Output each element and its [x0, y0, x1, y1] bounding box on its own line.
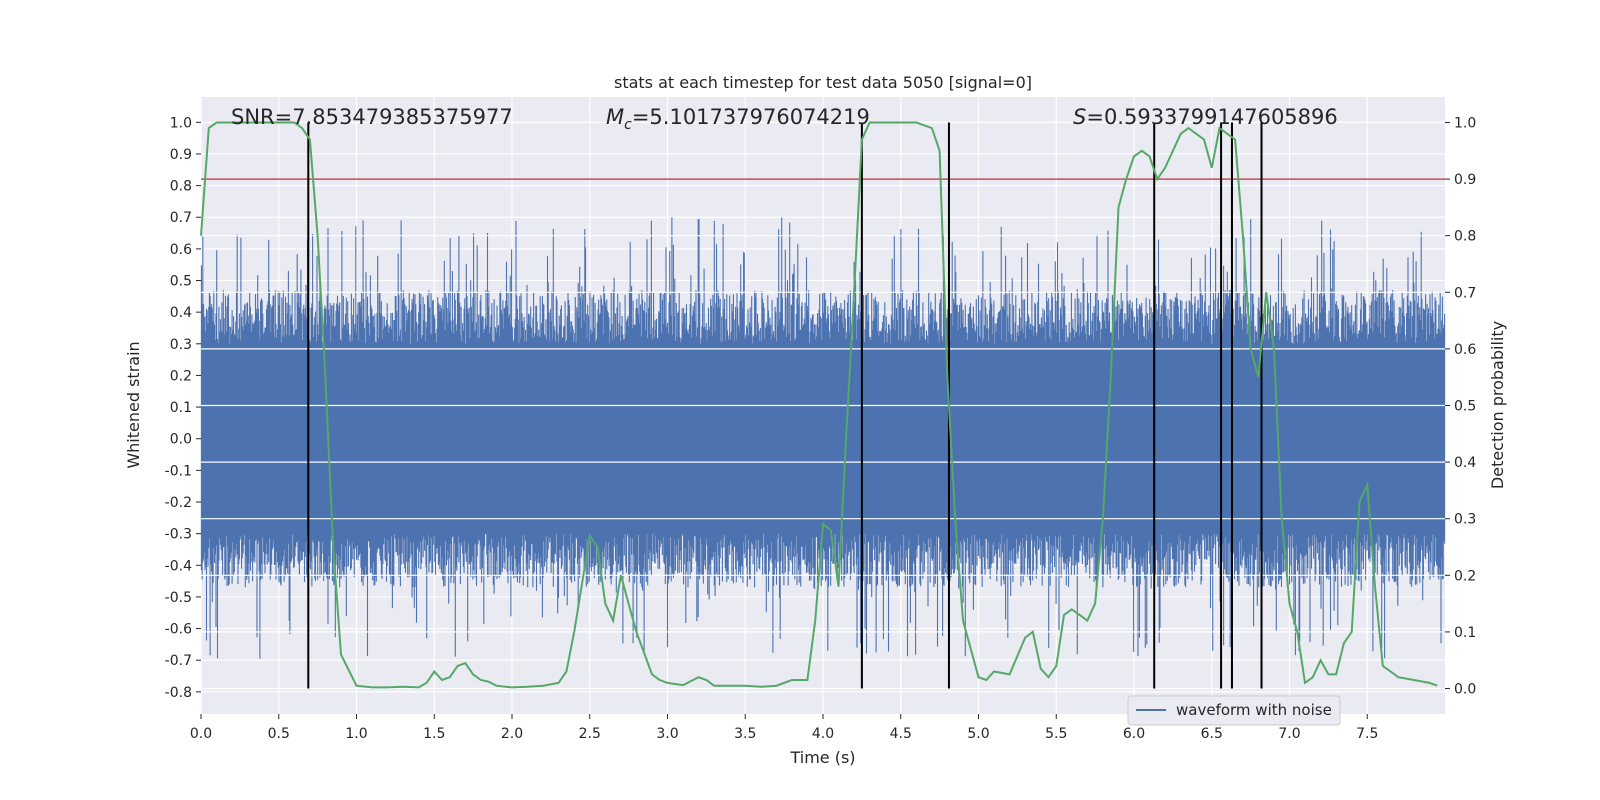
y-left-tick-label: 0.5: [170, 274, 192, 290]
y-right-tick-label: 0.8: [1454, 229, 1476, 245]
y-left-tick-label: -0.2: [165, 495, 192, 511]
x-tick-label: 4.0: [812, 726, 834, 742]
s-annotation: S=0.5933799147605896: [1073, 105, 1338, 129]
y-right-tick-label: 0.9: [1454, 172, 1476, 188]
chirp-mass-value: =5.101737976074219: [632, 105, 870, 129]
s-symbol: S: [1073, 105, 1086, 129]
right-axis-ticks: 0.0 0.1 0.2 0.3 0.4 0.5 0.6 0.7 0.8 0.9 1.0: [1445, 115, 1476, 698]
y-right-axis-label: Detection probability: [1488, 321, 1507, 489]
x-tick-label: 5.5: [1045, 726, 1067, 742]
y-left-tick-label: 0.7: [170, 210, 192, 226]
y-left-tick-label: -0.7: [165, 653, 192, 669]
x-tick-label: 4.5: [890, 726, 912, 742]
y-left-tick-label: -0.5: [165, 590, 192, 606]
y-left-axis-label: Whitened strain: [124, 341, 143, 468]
chirp-mass-symbol: M: [606, 105, 624, 129]
y-left-tick-label: 0.0: [170, 432, 192, 448]
left-axis-ticks: -0.8 -0.7 -0.6 -0.5 -0.4 -0.3 -0.2 -0.1 0.0 0.1 0.…: [165, 115, 201, 701]
y-left-tick-label: -0.6: [165, 622, 192, 638]
y-right-tick-label: 0.4: [1454, 455, 1476, 471]
x-axis-ticks: 0.0 0.5 1.0 1.5 2.0 2.5 3.0 3.5 4.0 4.5 5.0 5.5 6.0 6…: [190, 714, 1378, 742]
y-left-tick-label: -0.1: [165, 463, 192, 479]
waveform-dense-band: [201, 343, 1445, 534]
vertical-markers: [307, 122, 1263, 689]
y-left-tick-label: -0.4: [165, 558, 192, 574]
y-left-tick-label: 0.3: [170, 337, 192, 353]
y-left-tick-label: 0.6: [170, 242, 192, 258]
s-value: =0.5933799147605896: [1086, 105, 1337, 129]
x-tick-label: 0.5: [268, 726, 290, 742]
x-tick-label: 5.0: [967, 726, 989, 742]
y-right-tick-label: 0.2: [1454, 568, 1476, 584]
x-tick-label: 1.5: [423, 726, 445, 742]
x-axis-label: Time (s): [789, 748, 855, 767]
y-left-tick-label: 1.0: [170, 115, 192, 131]
x-tick-label: 2.0: [501, 726, 523, 742]
chirp-mass-subscript: c: [624, 117, 632, 133]
y-left-tick-label: 0.4: [170, 305, 192, 321]
x-tick-label: 6.5: [1201, 726, 1223, 742]
y-right-tick-label: 0.3: [1454, 512, 1476, 528]
chirp-mass-annotation: Mc=5.101737976074219: [606, 105, 870, 133]
legend: waveform with noise: [1127, 695, 1341, 726]
x-tick-label: 6.0: [1123, 726, 1145, 742]
y-right-tick-label: 0.0: [1454, 682, 1476, 698]
x-tick-label: 3.0: [656, 726, 678, 742]
detection-probability-line: [200, 121, 1438, 689]
x-tick-label: 2.5: [579, 726, 601, 742]
y-left-tick-label: -0.8: [165, 685, 192, 701]
y-right-tick-label: 0.7: [1454, 285, 1476, 301]
legend-label: waveform with noise: [1176, 701, 1332, 719]
y-left-tick-label: 0.2: [170, 368, 192, 384]
chart-title: stats at each timestep for test data 505…: [614, 73, 1032, 92]
y-right-tick-label: 0.5: [1454, 399, 1476, 415]
snr-annotation: SNR=7.853479385375977: [231, 105, 513, 129]
y-right-tick-label: 0.1: [1454, 625, 1476, 641]
y-left-tick-label: 0.1: [170, 400, 192, 416]
waveform-series: [200, 217, 1446, 659]
x-tick-label: 7.5: [1356, 726, 1378, 742]
legend-box: [1127, 695, 1341, 726]
y-right-tick-label: 1.0: [1454, 115, 1476, 131]
y-left-tick-label: -0.3: [165, 527, 192, 543]
y-right-tick-label: 0.6: [1454, 342, 1476, 358]
y-left-tick-label: 0.8: [170, 179, 192, 195]
x-tick-label: 7.0: [1278, 726, 1300, 742]
y-left-tick-label: 0.9: [170, 147, 192, 163]
x-tick-label: 3.5: [734, 726, 756, 742]
x-tick-label: 0.0: [190, 726, 212, 742]
x-tick-label: 1.0: [345, 726, 367, 742]
